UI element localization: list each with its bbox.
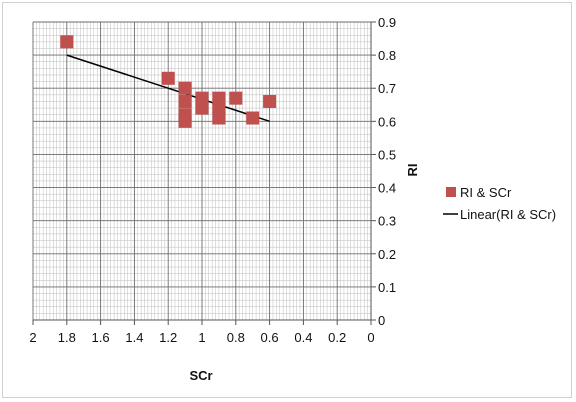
- x-tick-label: 2: [29, 330, 36, 345]
- y-tick-label: 0.4: [378, 181, 396, 196]
- x-tick-label: 0.8: [227, 330, 245, 345]
- data-point: [212, 111, 226, 125]
- x-axis-title: SCr: [189, 368, 212, 383]
- x-tick-label: 1.2: [159, 330, 177, 345]
- y-tick-labels: 0 0.1 0.2 0.3 0.4 0.5 0.6 0.7 0.8 0.9: [371, 15, 396, 328]
- trendline-segment: [66, 54, 270, 123]
- y-tick-label: 0.6: [378, 114, 396, 129]
- legend-marker-scatter: [446, 187, 456, 197]
- x-tick-label: 1: [198, 330, 205, 345]
- x-tick-label: 0.4: [294, 330, 312, 345]
- data-point: [263, 94, 277, 108]
- data-point: [60, 35, 74, 49]
- y-axis-title: RI: [405, 164, 420, 177]
- data-point: [212, 101, 226, 115]
- x-tick-label: 0: [367, 330, 374, 345]
- x-tick-label: 0.2: [328, 330, 346, 345]
- legend-label-trendline: Linear(RI & SCr): [460, 207, 556, 222]
- x-tick-label: 1.6: [92, 330, 110, 345]
- y-tick-label: 0.3: [378, 214, 396, 229]
- y-tick-label: 0.8: [378, 48, 396, 63]
- x-tick-label: 1.4: [125, 330, 143, 345]
- y-tick-label: 0.7: [378, 81, 396, 96]
- data-point: [178, 114, 192, 128]
- data-points: [60, 35, 277, 128]
- y-tick-label: 0.1: [378, 280, 396, 295]
- data-point: [212, 91, 226, 105]
- data-point: [195, 91, 209, 105]
- legend: RI & SCr Linear(RI & SCr): [443, 185, 556, 222]
- data-point: [246, 111, 260, 125]
- data-point: [161, 71, 175, 85]
- data-point: [178, 81, 192, 95]
- data-point: [178, 94, 192, 108]
- trendline: [66, 54, 270, 123]
- x-tick-label: 1.8: [58, 330, 76, 345]
- data-point: [195, 101, 209, 115]
- y-tick-label: 0.9: [378, 15, 396, 30]
- data-point: [229, 91, 243, 105]
- y-tick-label: 0.2: [378, 247, 396, 262]
- y-tick-label: 0.5: [378, 147, 396, 162]
- legend-label-scatter: RI & SCr: [460, 185, 512, 200]
- x-tick-label: 0.6: [261, 330, 279, 345]
- x-tick-labels: 2 1.8 1.6 1.4 1.2 1 0.8 0.6 0.4 0.2 0: [29, 320, 375, 345]
- y-tick-label: 0: [378, 313, 385, 328]
